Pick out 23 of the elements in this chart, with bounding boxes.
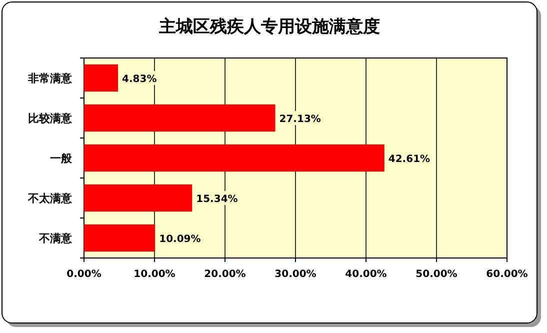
x-tick-label: 50.00% [416, 269, 458, 280]
data-label: 27.13% [279, 114, 321, 125]
y-tick-label: 非常满意 [27, 72, 73, 85]
x-tick-label: 0.00% [66, 269, 102, 280]
bar [84, 224, 156, 252]
data-label: 4.83% [122, 74, 157, 85]
bar [84, 144, 384, 172]
x-tick-label: 30.00% [274, 269, 316, 280]
x-tick-label: 20.00% [204, 269, 246, 280]
data-label: 15.34% [196, 194, 238, 205]
bar [84, 64, 118, 92]
data-label: 42.61% [388, 154, 430, 165]
bar [84, 104, 276, 132]
chart-title: 主城区残疾人专用设施满意度 [158, 17, 380, 37]
x-tick-label: 60.00% [486, 269, 528, 280]
y-tick-label: 不满意 [38, 232, 73, 245]
data-label: 10.09% [159, 234, 201, 245]
bar [84, 184, 192, 212]
y-tick-label: 不太满意 [27, 192, 73, 205]
x-tick-label: 40.00% [345, 269, 387, 280]
y-tick-label: 比较满意 [28, 112, 73, 125]
y-tick-label: 一般 [50, 152, 73, 165]
x-tick-label: 10.00% [134, 269, 176, 280]
